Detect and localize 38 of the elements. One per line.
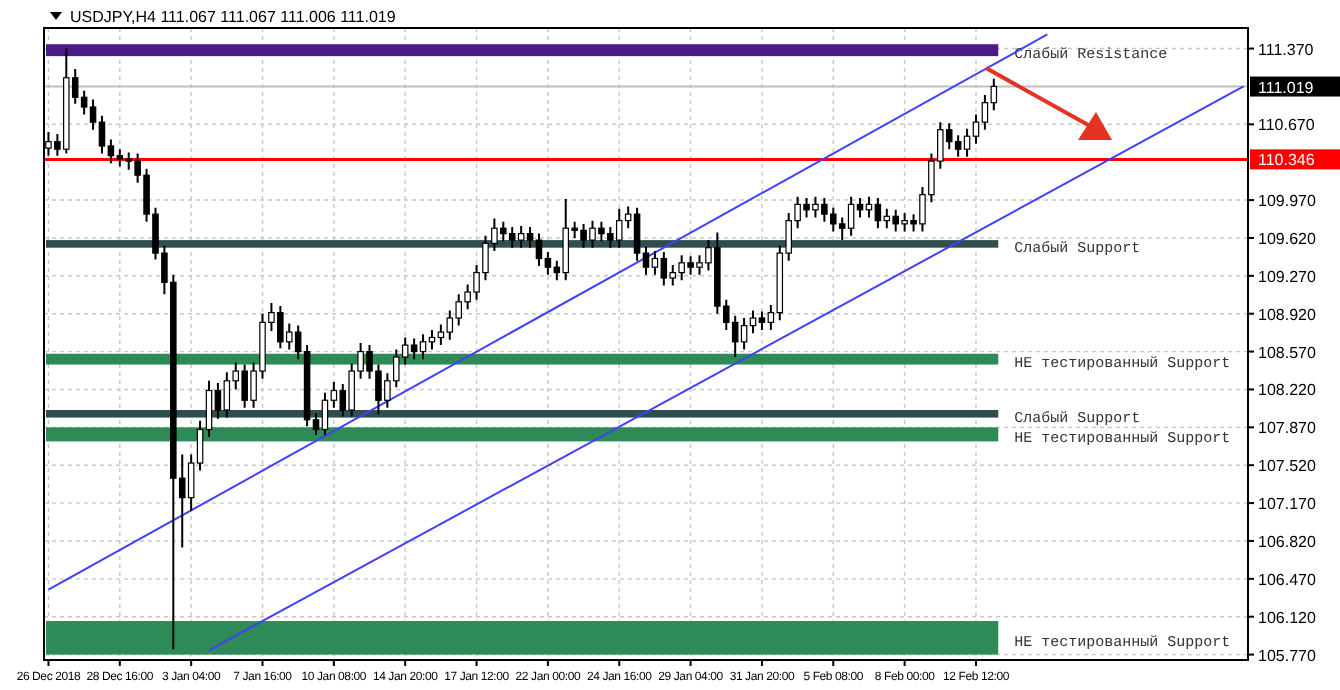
candlestick <box>660 251 668 287</box>
y-tick-label: 109.620 <box>1258 229 1317 248</box>
y-tick-label: 106.470 <box>1258 570 1317 589</box>
y-tick-label: 110.670 <box>1258 116 1316 135</box>
candlestick <box>446 309 454 341</box>
candlestick <box>508 226 516 249</box>
y-tick-label: 107.520 <box>1258 457 1317 476</box>
candlestick <box>954 134 962 158</box>
candlestick <box>669 264 677 287</box>
candlestick <box>321 391 329 436</box>
candlestick <box>517 225 525 249</box>
y-tick-label: 106.820 <box>1258 532 1317 551</box>
candlestick <box>116 148 124 168</box>
candlestick <box>963 127 971 158</box>
candlestick <box>419 333 427 361</box>
candlestick <box>615 207 623 249</box>
y-tick-label: 109.970 <box>1258 192 1317 211</box>
candlestick <box>749 309 757 335</box>
y-tick-label: 108.920 <box>1258 305 1317 324</box>
y-tick-label: 107.170 <box>1258 495 1317 514</box>
y-tick-label: 109.270 <box>1258 267 1317 286</box>
candlestick <box>740 317 748 351</box>
ref-line-label: 111.019 <box>1258 78 1315 97</box>
y-tick-label: 108.570 <box>1258 343 1317 362</box>
candlestick <box>981 94 989 131</box>
y-tick-label: 107.870 <box>1258 419 1317 438</box>
y-tick-label: 106.120 <box>1258 608 1317 627</box>
chart-title: USDJPY,H4 111.067 111.067 111.006 111.019 <box>70 8 397 26</box>
y-tick-label: 108.220 <box>1258 381 1317 400</box>
candlestick <box>847 195 855 237</box>
y-tick-label: 111.370 <box>1258 40 1315 59</box>
candlestick <box>651 249 659 276</box>
candlestick <box>874 196 882 230</box>
y-tick-label: 105.770 <box>1258 646 1317 665</box>
candlestick <box>98 114 106 155</box>
candlestick <box>883 207 891 230</box>
ref-line-label: 110.346 <box>1258 151 1316 170</box>
candlestick <box>223 371 231 419</box>
